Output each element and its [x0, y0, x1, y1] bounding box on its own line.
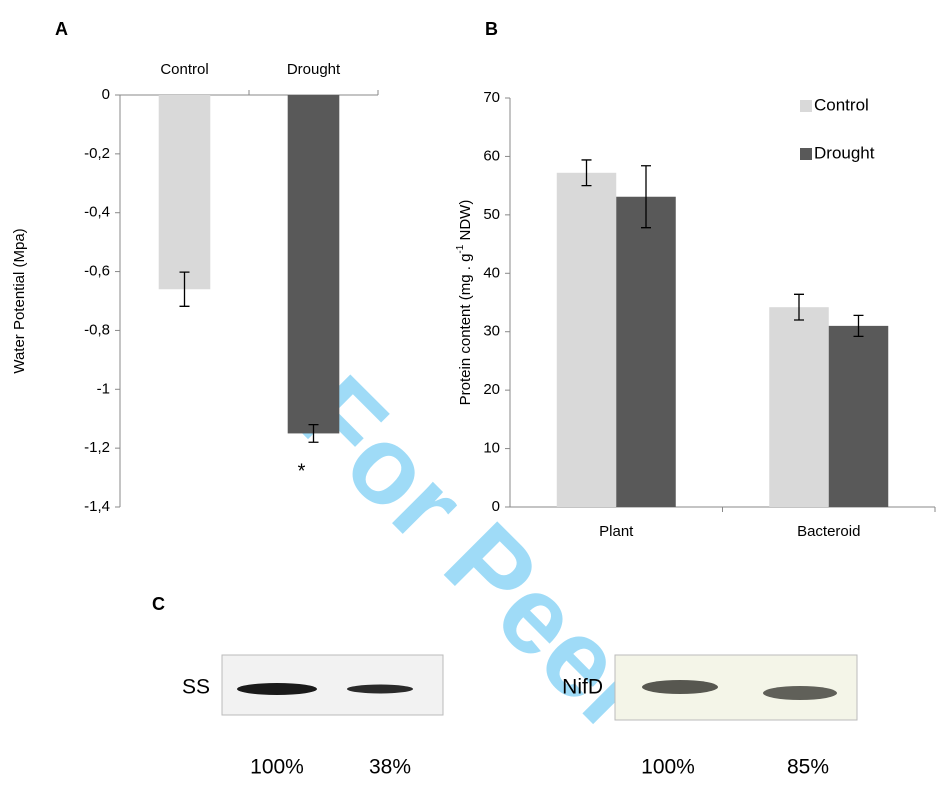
blot-band — [763, 686, 837, 700]
legend-label: Drought — [814, 143, 875, 162]
blot-band — [237, 683, 317, 695]
y-tick-label: 50 — [483, 206, 500, 223]
y-tick-label: -0,4 — [84, 204, 110, 221]
bar — [557, 173, 617, 507]
legend-swatch — [800, 148, 812, 160]
y-axis-title-part: Protein content (mg . g — [457, 254, 474, 406]
x-tick-label: Control — [160, 61, 208, 78]
blot-label: SS — [182, 676, 210, 699]
band-percentage: 100% — [250, 756, 304, 779]
x-tick-label: Bacteroid — [797, 523, 860, 540]
bar — [769, 307, 829, 507]
y-tick-label: -0,2 — [84, 145, 110, 162]
y-axis-title-part: NDW) — [457, 200, 474, 245]
y-tick-label: -0,8 — [84, 321, 110, 338]
figure: For Peer A0-0,2-0,4-0,6-0,8-1-1,2-1,4Con… — [0, 0, 948, 781]
y-tick-label: -1,2 — [84, 439, 110, 456]
annotation: * — [298, 461, 306, 483]
bar — [159, 95, 211, 289]
panel-letter: C — [152, 594, 165, 614]
y-tick-label: 70 — [483, 89, 500, 106]
band-percentage: 38% — [369, 756, 411, 779]
y-tick-label: 30 — [483, 323, 500, 340]
bar — [829, 326, 889, 507]
panel-letter: A — [55, 19, 68, 39]
y-tick-label: -1 — [97, 380, 110, 397]
bar — [616, 197, 676, 507]
y-tick-label: 10 — [483, 440, 500, 457]
y-tick-label: -1,4 — [84, 498, 110, 515]
y-tick-label: 0 — [492, 498, 500, 515]
y-axis-title: Protein content (mg . g-1 NDW) — [455, 200, 474, 406]
blot-band — [642, 680, 718, 694]
y-tick-label: -0,6 — [84, 263, 110, 280]
legend-label: Control — [814, 95, 869, 114]
blot-label: NifD — [562, 676, 603, 699]
blot-band — [347, 685, 413, 694]
y-tick-label: 40 — [483, 264, 500, 281]
y-tick-label: 20 — [483, 381, 500, 398]
band-percentage: 85% — [787, 756, 829, 779]
y-tick-label: 0 — [102, 86, 110, 103]
y-axis-title: Water Potential (Mpa) — [11, 228, 28, 373]
x-tick-label: Plant — [599, 523, 634, 540]
x-tick-label: Drought — [287, 61, 341, 78]
legend-swatch — [800, 100, 812, 112]
panel-letter: B — [485, 19, 498, 39]
band-percentage: 100% — [641, 756, 695, 779]
bar — [288, 95, 340, 433]
y-tick-label: 60 — [483, 147, 500, 164]
